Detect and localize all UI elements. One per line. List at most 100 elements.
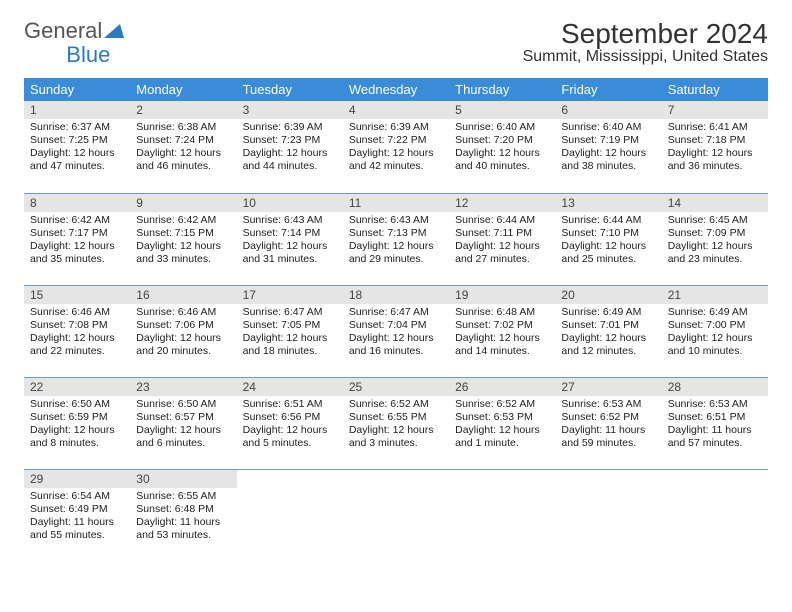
sunset-line: Sunset: 7:13 PM xyxy=(349,227,443,240)
day-number: 9 xyxy=(130,194,236,212)
daylight-line: Daylight: 12 hours and 1 minute. xyxy=(455,424,549,450)
sunset-line: Sunset: 6:57 PM xyxy=(136,411,230,424)
day-details: Sunrise: 6:48 AMSunset: 7:02 PMDaylight:… xyxy=(449,304,555,363)
sunset-line: Sunset: 7:02 PM xyxy=(455,319,549,332)
day-number: 16 xyxy=(130,286,236,304)
day-details: Sunrise: 6:53 AMSunset: 6:51 PMDaylight:… xyxy=(662,396,768,455)
day-details: Sunrise: 6:40 AMSunset: 7:20 PMDaylight:… xyxy=(449,119,555,178)
sunrise-line: Sunrise: 6:54 AM xyxy=(30,490,124,503)
brand-triangle-icon xyxy=(104,18,124,44)
sunset-line: Sunset: 7:23 PM xyxy=(243,134,337,147)
page: General September 2024 General Blue Summ… xyxy=(0,0,792,579)
sunrise-line: Sunrise: 6:49 AM xyxy=(668,306,762,319)
sunrise-line: Sunrise: 6:55 AM xyxy=(136,490,230,503)
sunrise-line: Sunrise: 6:43 AM xyxy=(243,214,337,227)
sunrise-line: Sunrise: 6:42 AM xyxy=(30,214,124,227)
brand-logo: General xyxy=(24,18,126,44)
sunrise-line: Sunrise: 6:50 AM xyxy=(136,398,230,411)
sunset-line: Sunset: 7:20 PM xyxy=(455,134,549,147)
day-details: Sunrise: 6:46 AMSunset: 7:08 PMDaylight:… xyxy=(24,304,130,363)
calendar-cell: 19Sunrise: 6:48 AMSunset: 7:02 PMDayligh… xyxy=(449,285,555,377)
sunset-line: Sunset: 7:08 PM xyxy=(30,319,124,332)
day-details: Sunrise: 6:38 AMSunset: 7:24 PMDaylight:… xyxy=(130,119,236,178)
daylight-line: Daylight: 12 hours and 10 minutes. xyxy=(668,332,762,358)
calendar-row: 1Sunrise: 6:37 AMSunset: 7:25 PMDaylight… xyxy=(24,101,768,193)
sunset-line: Sunset: 7:25 PM xyxy=(30,134,124,147)
day-details: Sunrise: 6:39 AMSunset: 7:22 PMDaylight:… xyxy=(343,119,449,178)
day-number: 15 xyxy=(24,286,130,304)
day-number: 26 xyxy=(449,378,555,396)
day-number: 22 xyxy=(24,378,130,396)
calendar-row: 22Sunrise: 6:50 AMSunset: 6:59 PMDayligh… xyxy=(24,377,768,469)
calendar-cell xyxy=(237,469,343,561)
calendar-cell xyxy=(343,469,449,561)
sunrise-line: Sunrise: 6:38 AM xyxy=(136,121,230,134)
sunrise-line: Sunrise: 6:37 AM xyxy=(30,121,124,134)
day-details: Sunrise: 6:49 AMSunset: 7:00 PMDaylight:… xyxy=(662,304,768,363)
sunrise-line: Sunrise: 6:49 AM xyxy=(561,306,655,319)
day-details: Sunrise: 6:54 AMSunset: 6:49 PMDaylight:… xyxy=(24,488,130,547)
calendar-cell: 11Sunrise: 6:43 AMSunset: 7:13 PMDayligh… xyxy=(343,193,449,285)
calendar-row: 8Sunrise: 6:42 AMSunset: 7:17 PMDaylight… xyxy=(24,193,768,285)
calendar-cell: 21Sunrise: 6:49 AMSunset: 7:00 PMDayligh… xyxy=(662,285,768,377)
sunrise-line: Sunrise: 6:48 AM xyxy=(455,306,549,319)
weekday-header: Tuesday xyxy=(237,78,343,101)
day-details: Sunrise: 6:42 AMSunset: 7:15 PMDaylight:… xyxy=(130,212,236,271)
daylight-line: Daylight: 12 hours and 31 minutes. xyxy=(243,240,337,266)
sunrise-line: Sunrise: 6:47 AM xyxy=(349,306,443,319)
day-number: 29 xyxy=(24,470,130,488)
sunset-line: Sunset: 7:11 PM xyxy=(455,227,549,240)
sunset-line: Sunset: 7:09 PM xyxy=(668,227,762,240)
daylight-line: Daylight: 12 hours and 40 minutes. xyxy=(455,147,549,173)
day-number: 10 xyxy=(237,194,343,212)
daylight-line: Daylight: 12 hours and 38 minutes. xyxy=(561,147,655,173)
calendar-cell: 4Sunrise: 6:39 AMSunset: 7:22 PMDaylight… xyxy=(343,101,449,193)
sunset-line: Sunset: 7:10 PM xyxy=(561,227,655,240)
daylight-line: Daylight: 12 hours and 22 minutes. xyxy=(30,332,124,358)
calendar-cell: 6Sunrise: 6:40 AMSunset: 7:19 PMDaylight… xyxy=(555,101,661,193)
day-details: Sunrise: 6:49 AMSunset: 7:01 PMDaylight:… xyxy=(555,304,661,363)
daylight-line: Daylight: 12 hours and 20 minutes. xyxy=(136,332,230,358)
sunrise-line: Sunrise: 6:40 AM xyxy=(455,121,549,134)
sunrise-line: Sunrise: 6:44 AM xyxy=(455,214,549,227)
day-details: Sunrise: 6:47 AMSunset: 7:05 PMDaylight:… xyxy=(237,304,343,363)
sunset-line: Sunset: 7:17 PM xyxy=(30,227,124,240)
calendar-cell: 18Sunrise: 6:47 AMSunset: 7:04 PMDayligh… xyxy=(343,285,449,377)
day-details: Sunrise: 6:43 AMSunset: 7:14 PMDaylight:… xyxy=(237,212,343,271)
day-number: 27 xyxy=(555,378,661,396)
sunrise-line: Sunrise: 6:53 AM xyxy=(668,398,762,411)
brand-word-1: General xyxy=(24,18,102,44)
day-number: 12 xyxy=(449,194,555,212)
day-number: 19 xyxy=(449,286,555,304)
daylight-line: Daylight: 12 hours and 5 minutes. xyxy=(243,424,337,450)
calendar-cell: 9Sunrise: 6:42 AMSunset: 7:15 PMDaylight… xyxy=(130,193,236,285)
calendar-cell xyxy=(449,469,555,561)
day-details: Sunrise: 6:37 AMSunset: 7:25 PMDaylight:… xyxy=(24,119,130,178)
calendar-cell: 3Sunrise: 6:39 AMSunset: 7:23 PMDaylight… xyxy=(237,101,343,193)
calendar-cell xyxy=(662,469,768,561)
sunrise-line: Sunrise: 6:51 AM xyxy=(243,398,337,411)
daylight-line: Daylight: 12 hours and 35 minutes. xyxy=(30,240,124,266)
sunset-line: Sunset: 7:24 PM xyxy=(136,134,230,147)
calendar-cell: 8Sunrise: 6:42 AMSunset: 7:17 PMDaylight… xyxy=(24,193,130,285)
daylight-line: Daylight: 11 hours and 59 minutes. xyxy=(561,424,655,450)
sunrise-line: Sunrise: 6:40 AM xyxy=(561,121,655,134)
sunset-line: Sunset: 7:00 PM xyxy=(668,319,762,332)
calendar-cell: 28Sunrise: 6:53 AMSunset: 6:51 PMDayligh… xyxy=(662,377,768,469)
weekday-header: Thursday xyxy=(449,78,555,101)
sunrise-line: Sunrise: 6:43 AM xyxy=(349,214,443,227)
calendar-body: 1Sunrise: 6:37 AMSunset: 7:25 PMDaylight… xyxy=(24,101,768,561)
sunrise-line: Sunrise: 6:53 AM xyxy=(561,398,655,411)
sunset-line: Sunset: 6:52 PM xyxy=(561,411,655,424)
daylight-line: Daylight: 12 hours and 33 minutes. xyxy=(136,240,230,266)
daylight-line: Daylight: 12 hours and 18 minutes. xyxy=(243,332,337,358)
brand-logo-line2: General Blue xyxy=(24,42,110,68)
sunset-line: Sunset: 7:01 PM xyxy=(561,319,655,332)
weekday-header: Monday xyxy=(130,78,236,101)
daylight-line: Daylight: 12 hours and 27 minutes. xyxy=(455,240,549,266)
day-number: 2 xyxy=(130,101,236,119)
day-details: Sunrise: 6:50 AMSunset: 6:59 PMDaylight:… xyxy=(24,396,130,455)
sunrise-line: Sunrise: 6:46 AM xyxy=(30,306,124,319)
calendar-cell: 16Sunrise: 6:46 AMSunset: 7:06 PMDayligh… xyxy=(130,285,236,377)
sunset-line: Sunset: 7:18 PM xyxy=(668,134,762,147)
